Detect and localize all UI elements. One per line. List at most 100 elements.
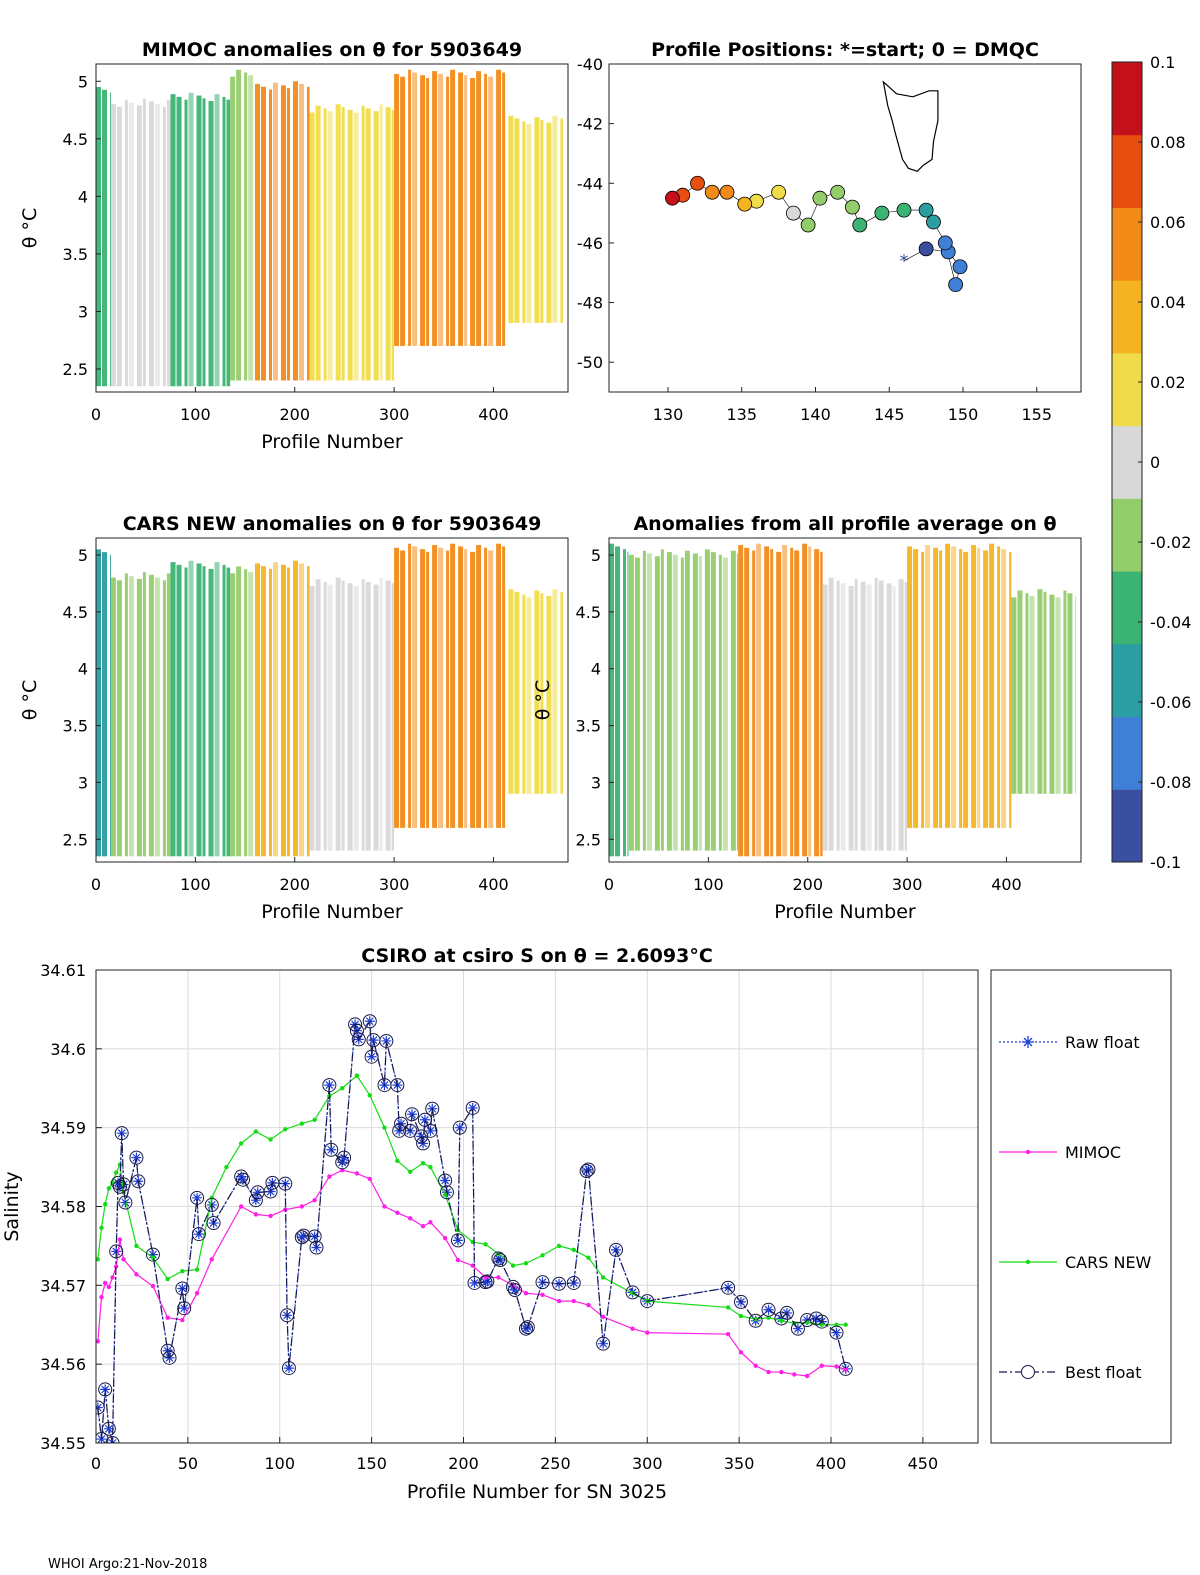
data-point <box>98 1382 113 1397</box>
heatmap-cell <box>496 543 502 828</box>
heatmap-cell <box>692 553 698 851</box>
data-point <box>105 1436 120 1443</box>
position-point <box>785 205 801 221</box>
heatmap-cell <box>361 105 365 381</box>
data-point <box>368 1035 379 1046</box>
heatmap-cell <box>736 553 739 851</box>
coastline-tasmania <box>882 80 939 173</box>
heatmap-cell <box>722 557 728 851</box>
heatmap-panel-2: 0 100 200 300 400 2.5 3 3.5 4 4.5 5 Profile Number θ… <box>532 537 1082 923</box>
data-point <box>753 1317 758 1322</box>
y-tick-label: -46 <box>577 234 603 253</box>
data-point <box>738 1350 744 1355</box>
colorbar-segment <box>1112 62 1142 136</box>
data-point <box>114 1264 119 1269</box>
data-point <box>600 1314 606 1320</box>
chart-title: CSIRO at csiro S on θ = 2.6093°C <box>361 945 713 967</box>
data-point <box>177 1301 192 1316</box>
data-point <box>114 1170 119 1175</box>
y-tick-label: -42 <box>577 115 603 134</box>
heatmap-cell <box>391 583 395 851</box>
x-tick-label: 200 <box>279 405 310 424</box>
heatmap-cell <box>560 118 564 323</box>
heatmap-cell <box>323 581 327 851</box>
data-point <box>180 1317 185 1323</box>
data-point <box>102 1201 108 1207</box>
data-point <box>150 1255 156 1260</box>
data-point <box>523 1261 529 1266</box>
data-point <box>112 1179 127 1194</box>
colorbar-tick-label: -0.02 <box>1150 533 1191 552</box>
x-tick-label: 400 <box>991 875 1022 894</box>
data-point <box>480 1274 495 1289</box>
position-point <box>737 196 753 212</box>
data-point <box>362 1014 377 1029</box>
data-point <box>296 1228 311 1243</box>
x-tick-label: 450 <box>908 1454 939 1473</box>
heatmap-cell <box>866 584 872 851</box>
heatmap-cell <box>408 69 412 346</box>
data-point <box>117 1162 123 1167</box>
heatmap-cell <box>373 584 379 851</box>
y-tick-label: 4.5 <box>576 603 601 622</box>
heatmap-cell <box>394 73 400 346</box>
data-point <box>340 1086 345 1091</box>
heatmap-cell <box>347 109 353 381</box>
data-point <box>268 1137 273 1142</box>
heatmap-cell <box>808 546 812 857</box>
x-tick-label: 50 <box>178 1454 198 1473</box>
heatmap-cell <box>502 546 506 828</box>
x-tick-label: 200 <box>279 875 310 894</box>
heatmap-cell <box>878 580 884 851</box>
x-tick-label: 0 <box>91 1454 101 1473</box>
data-point <box>766 1369 771 1375</box>
heatmap-cell <box>1001 549 1007 828</box>
heatmap-cell <box>446 550 450 828</box>
heatmap-cell <box>628 554 634 851</box>
data-point <box>779 1305 794 1320</box>
y-tick-label: -44 <box>577 174 603 193</box>
heatmap-cell <box>248 75 254 381</box>
colorbar-segment <box>1112 643 1142 718</box>
data-point <box>354 1073 360 1078</box>
heatmap-cell <box>124 573 128 857</box>
heatmap-cell <box>327 111 333 381</box>
data-point <box>843 1367 848 1372</box>
x-axis-label: Profile Number <box>261 901 403 923</box>
heatmap-cell <box>353 112 359 381</box>
heatmap-cell <box>202 566 206 857</box>
heatmap-cell <box>822 584 828 851</box>
heatmap-cell <box>110 577 116 857</box>
colorbar-segment <box>1112 571 1142 645</box>
data-point <box>253 1212 259 1217</box>
data-point <box>367 1093 372 1098</box>
data-point <box>408 1169 413 1175</box>
heatmap-cell <box>176 564 182 857</box>
heatmap-cell <box>236 69 242 381</box>
data-point <box>819 1363 825 1368</box>
heatmap-cell <box>1063 590 1067 794</box>
heatmap-cell <box>654 556 660 851</box>
colorbar-tick-label: 0.04 <box>1150 293 1186 312</box>
data-point <box>252 1187 263 1198</box>
heatmap-cell <box>136 578 142 857</box>
heatmap-cell <box>385 107 391 381</box>
data-point <box>206 1216 221 1231</box>
heatmap-cell <box>162 106 166 387</box>
heatmap-cell <box>268 89 272 381</box>
colorbar-tick-label: -0.04 <box>1150 613 1191 632</box>
heatmap-cell <box>476 71 482 346</box>
data-point <box>581 1162 596 1177</box>
data-point <box>465 1100 480 1115</box>
y-tick-label: 2.5 <box>63 360 88 379</box>
heatmap-cell <box>770 549 774 857</box>
heatmap-cell <box>309 112 315 381</box>
y-axis-label: θ °C <box>19 208 41 248</box>
position-point <box>771 184 787 200</box>
heatmap-cell <box>446 76 450 346</box>
data-point <box>367 1176 372 1182</box>
data-point <box>776 1313 787 1324</box>
colorbar-segment <box>1112 498 1142 572</box>
x-tick-label: 100 <box>693 875 724 894</box>
